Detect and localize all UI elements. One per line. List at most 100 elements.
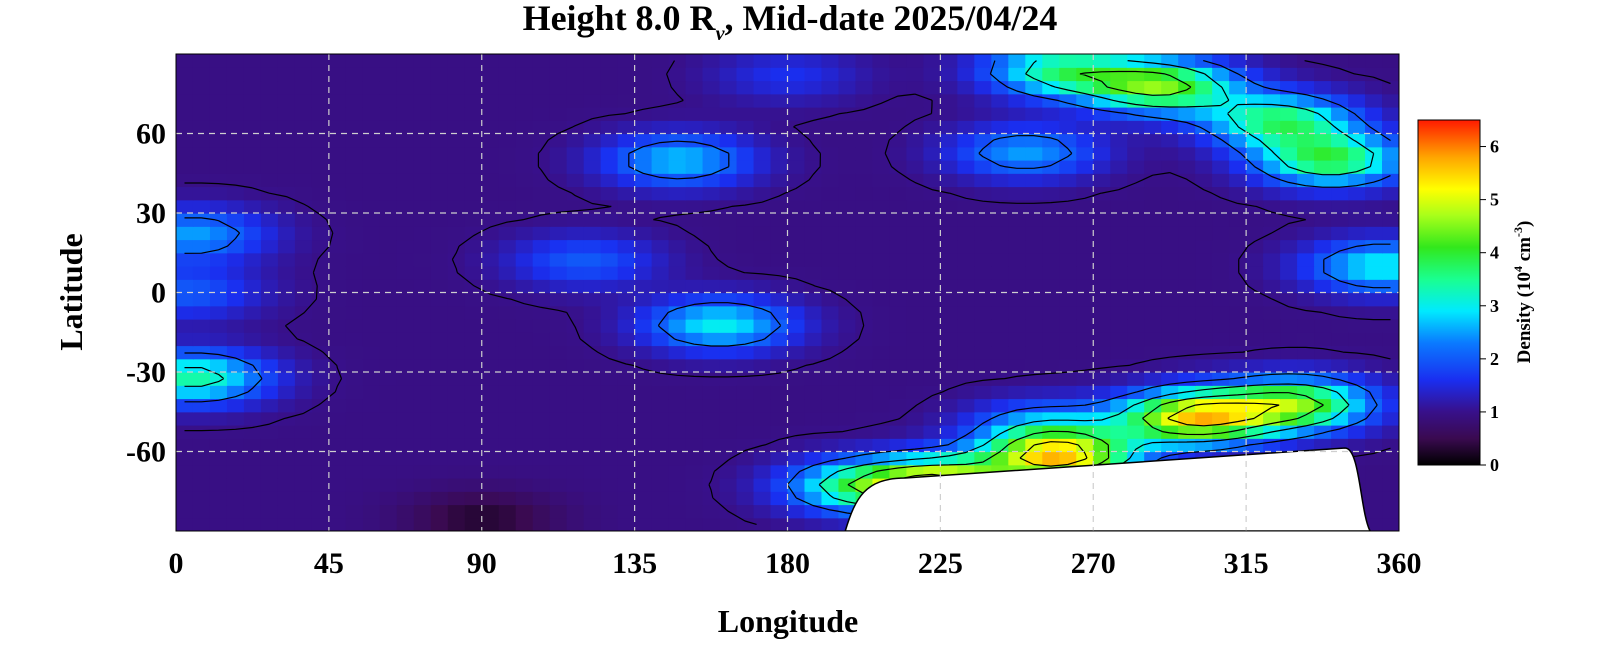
heat-cell xyxy=(328,517,347,531)
heat-cell xyxy=(1025,305,1043,320)
heat-cell xyxy=(1025,186,1043,201)
heat-cell xyxy=(940,292,958,307)
heat-cell xyxy=(328,292,347,307)
heat-cell xyxy=(192,464,211,479)
heat-cell xyxy=(413,425,432,439)
heat-cell xyxy=(498,199,517,214)
heat-cell xyxy=(1127,372,1145,386)
heat-cell xyxy=(1059,133,1077,148)
heat-cell xyxy=(277,411,296,426)
heat-cell xyxy=(345,226,364,241)
heat-cell xyxy=(991,438,1009,453)
heat-cell xyxy=(260,305,279,320)
heat-cell xyxy=(821,517,840,531)
heat-cell xyxy=(974,239,992,254)
heat-cell xyxy=(379,54,398,68)
heat-cell xyxy=(1195,80,1213,95)
heat-cell xyxy=(821,438,840,453)
heat-cell xyxy=(328,464,347,479)
heat-cell xyxy=(702,372,721,386)
heat-cell xyxy=(1229,107,1247,121)
heat-cell xyxy=(447,292,466,307)
heat-cell xyxy=(872,266,891,280)
heat-cell xyxy=(311,398,330,413)
heat-cell xyxy=(1348,186,1366,201)
heat-cell xyxy=(1127,411,1145,426)
heat-cell xyxy=(209,385,228,400)
heat-cell xyxy=(1076,266,1094,280)
heat-cell xyxy=(1365,93,1383,108)
heat-cell xyxy=(1059,398,1077,413)
heat-cell xyxy=(787,451,806,466)
heat-cell xyxy=(770,279,789,294)
heat-cell xyxy=(906,292,924,307)
heat-cell xyxy=(515,478,534,492)
heat-cell xyxy=(855,319,874,333)
heat-cell xyxy=(1229,186,1247,201)
heat-cell xyxy=(1008,173,1026,188)
heat-cell xyxy=(549,54,568,68)
heat-cell xyxy=(243,372,262,386)
heat-cell xyxy=(668,133,687,148)
heat-cell xyxy=(379,266,398,280)
heat-cell xyxy=(804,54,823,68)
heat-cell xyxy=(719,332,738,347)
heat-cell xyxy=(889,146,908,161)
heat-cell xyxy=(702,425,721,439)
heat-cell xyxy=(1144,345,1162,360)
heat-cell xyxy=(1229,80,1247,95)
x-tick-label: 90 xyxy=(467,547,497,580)
heat-cell xyxy=(294,160,313,174)
heat-cell xyxy=(345,252,364,267)
heat-cell xyxy=(532,425,551,439)
heat-cell xyxy=(549,358,568,373)
heat-cell xyxy=(311,358,330,373)
heat-cell xyxy=(243,504,262,519)
heat-cell xyxy=(617,93,636,108)
heat-cell xyxy=(923,120,941,135)
heat-cell xyxy=(226,186,245,201)
heat-cell xyxy=(396,120,415,135)
heat-cell xyxy=(294,451,313,466)
heat-cell xyxy=(566,517,585,531)
heat-cell xyxy=(498,345,517,360)
heat-cell xyxy=(1008,332,1026,347)
heat-cell xyxy=(1229,199,1247,214)
heat-cell xyxy=(1212,80,1230,95)
heat-cell xyxy=(396,385,415,400)
heat-cell xyxy=(1365,107,1383,121)
heat-cell xyxy=(634,451,653,466)
heat-cell xyxy=(362,398,381,413)
heat-cell xyxy=(855,133,874,148)
heat-cell xyxy=(940,345,958,360)
heat-cell xyxy=(583,199,602,214)
heat-cell xyxy=(176,239,194,254)
heat-cell xyxy=(243,80,262,95)
heat-cell xyxy=(1365,186,1383,201)
heat-cell xyxy=(277,160,296,174)
heat-cell xyxy=(668,279,687,294)
heat-cell xyxy=(549,332,568,347)
heat-cell xyxy=(498,292,517,307)
heat-cell xyxy=(821,173,840,188)
heat-cell xyxy=(1348,372,1366,386)
heat-cell xyxy=(719,54,738,68)
heat-cell xyxy=(974,133,992,148)
heat-cell xyxy=(651,186,670,201)
heat-cell xyxy=(923,345,941,360)
heat-cell xyxy=(379,173,398,188)
heat-cell xyxy=(294,358,313,373)
heat-cell xyxy=(1212,332,1230,347)
heat-cell xyxy=(1348,120,1366,135)
heat-cell xyxy=(532,226,551,241)
heat-cell xyxy=(549,186,568,201)
heat-cell xyxy=(1025,332,1043,347)
heat-cell xyxy=(1127,332,1145,347)
heat-cell xyxy=(328,120,347,135)
heat-cell xyxy=(481,305,500,320)
heat-cell xyxy=(787,107,806,121)
heat-cell xyxy=(532,372,551,386)
heat-cell xyxy=(192,398,211,413)
heat-cell xyxy=(481,385,500,400)
heat-cell xyxy=(872,67,891,82)
